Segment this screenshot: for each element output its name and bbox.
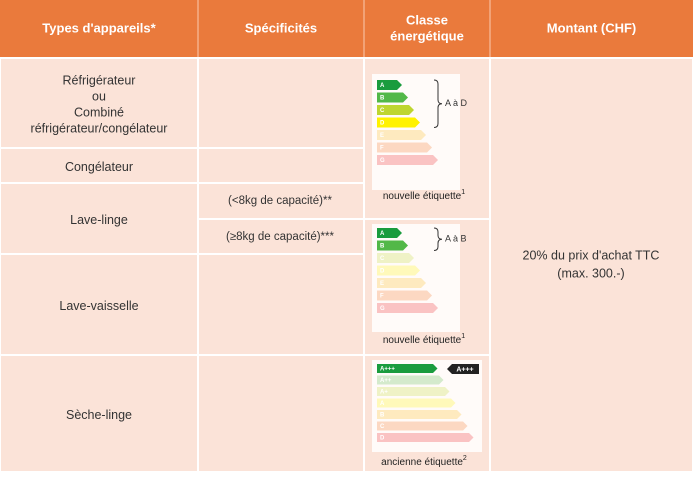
cell (489, 57, 693, 473)
device-name: ou (92, 89, 106, 103)
energy-bar (377, 398, 456, 408)
bracket (433, 79, 443, 128)
energy-class: D (380, 269, 385, 275)
energy-class: A (380, 401, 385, 407)
cell (0, 182, 199, 255)
badge-text: A+++ (456, 366, 473, 373)
energy-bar (377, 80, 402, 90)
label-caption: nouvelle étiquette1 (383, 189, 465, 202)
device-name: Congélateur (65, 160, 133, 174)
energy-class: E (380, 133, 384, 139)
device-name: Réfrigérateur (63, 73, 136, 87)
energy-class: A+ (380, 390, 388, 396)
energy-class: G (380, 158, 385, 164)
energy-class: B (380, 413, 385, 419)
energy-bar (377, 265, 420, 276)
device-name: Combiné (74, 105, 124, 119)
amount: (max. 300.-) (557, 266, 624, 280)
cell (197, 253, 365, 356)
energy-bar (377, 303, 438, 313)
energy-class: G (380, 306, 385, 312)
energy-class: A (380, 231, 385, 237)
energy-bar (377, 364, 438, 373)
header-bg (0, 0, 693, 58)
energy-class: A (380, 83, 385, 89)
energy-bar (377, 433, 474, 442)
device-name: réfrigérateur/congélateur (31, 121, 168, 135)
energy-bar (377, 387, 450, 396)
label-caption: nouvelle étiquette1 (383, 333, 465, 346)
energy-class: F (380, 294, 384, 300)
header-cell: énergétique (390, 28, 464, 43)
energy-bar (377, 117, 420, 128)
bracket (433, 227, 443, 251)
device-name: Lave-vaisselle (59, 299, 138, 313)
amount: 20% du prix d'achat TTC (523, 248, 660, 262)
energy-bar (377, 375, 444, 385)
energy-class: E (380, 281, 384, 287)
device-name: Lave-linge (70, 213, 128, 227)
cell (197, 218, 365, 255)
energy-bar (377, 278, 426, 288)
energy-class: A+++ (380, 367, 395, 373)
cell (197, 57, 365, 149)
label-caption: ancienne étiquette2 (381, 455, 467, 468)
cell (0, 57, 199, 149)
badge (447, 364, 479, 374)
energy-bar (377, 410, 462, 419)
caption-text: nouvelle étiquette (383, 335, 462, 346)
header-cell: Spécificités (245, 20, 317, 35)
energy-class: C (380, 424, 385, 430)
class-range: A à B (445, 234, 467, 244)
energy-class: A++ (380, 378, 392, 384)
energy-bar (377, 290, 432, 301)
cell (197, 147, 365, 184)
caption-text: ancienne étiquette (381, 457, 463, 468)
energy-bar (377, 92, 408, 103)
energy-bar (377, 421, 468, 431)
energy-bar (377, 130, 426, 140)
class-range: A à D (445, 98, 468, 108)
specification: (≥8kg de capacité)*** (226, 231, 334, 243)
energy-class: D (380, 121, 385, 127)
specification: (<8kg de capacité)** (228, 195, 332, 207)
energy-class: C (380, 256, 385, 262)
cell (0, 354, 199, 473)
energy-class: C (380, 108, 385, 114)
header-cell: Types d'appareils* (42, 20, 156, 35)
energy-class: B (380, 96, 385, 102)
label-panel (372, 360, 482, 452)
caption-note: 1 (461, 189, 465, 196)
device-name: Sèche-linge (66, 408, 132, 422)
energy-class: F (380, 146, 384, 152)
energy-bar (377, 155, 438, 165)
energy-class: B (380, 244, 385, 250)
caption-note: 2 (463, 455, 467, 462)
energy-bar (377, 105, 414, 115)
energy-class: D (380, 436, 385, 442)
energy-bar (377, 228, 402, 238)
energy-bar (377, 253, 414, 263)
cell (197, 354, 365, 473)
caption-text: nouvelle étiquette (383, 191, 462, 202)
header-cell: Classe (406, 12, 448, 27)
caption-note: 1 (461, 333, 465, 340)
energy-bar (377, 240, 408, 251)
energy-bar (377, 142, 432, 153)
header-cell: Montant (CHF) (547, 20, 637, 35)
